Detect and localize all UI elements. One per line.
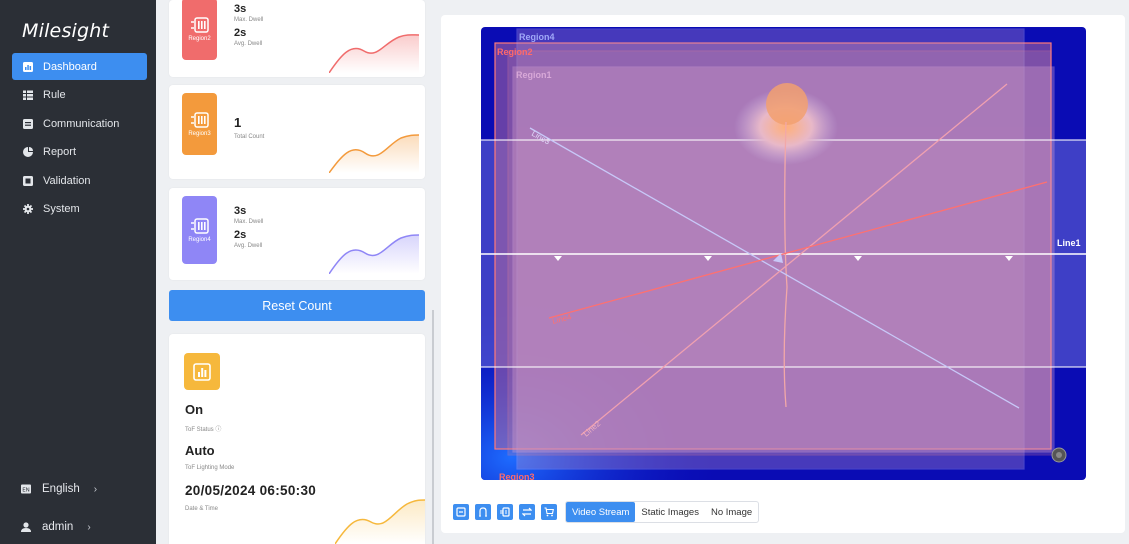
- app-logo: Milesight: [22, 20, 110, 42]
- max-dwell-label: Max. Dwell: [234, 219, 264, 225]
- people-counter-icon: [190, 16, 209, 33]
- chevron-right-icon: ›: [93, 483, 98, 495]
- sidebar-item-system[interactable]: System: [12, 196, 147, 223]
- region2-card: Region2 3s Max. Dwell 2s Avg. Dwell: [169, 0, 425, 77]
- status-icon: [184, 353, 220, 390]
- view-toolbar: Video Stream Static Images No Image: [453, 500, 760, 524]
- scrollbar[interactable]: [432, 310, 434, 544]
- stats-column: Region2 3s Max. Dwell 2s Avg. Dwell Regi…: [157, 0, 432, 544]
- region2-label: Region2: [497, 47, 533, 57]
- lighting-mode-label: ToF Lighting Mode: [185, 465, 235, 471]
- avg-dwell-value: 2s: [234, 229, 247, 241]
- swap-tool-button[interactable]: [519, 504, 535, 520]
- chevron-right-icon: ›: [87, 521, 91, 533]
- language-label: English: [42, 483, 80, 495]
- region2-trend-chart: [329, 34, 419, 73]
- status-trend-chart: [335, 499, 425, 544]
- datetime-label: Date & Time: [185, 506, 219, 512]
- clear-tool-button[interactable]: [497, 504, 513, 520]
- max-dwell-label: Max. Dwell: [234, 17, 264, 23]
- validation-icon: [23, 175, 33, 186]
- user-menu[interactable]: admin ›: [21, 521, 91, 533]
- region3-card: Region3 1 Total Count: [169, 85, 425, 179]
- region3-stats: 1 Total Count: [234, 115, 264, 140]
- device-status-card: On ToF Status ⓘ Auto ToF Lighting Mode 2…: [169, 334, 425, 544]
- region2-badge: Region2: [182, 0, 217, 60]
- rule-icon: [23, 90, 33, 100]
- dashboard-icon: [23, 61, 33, 72]
- sidebar: Milesight Dashboard Rule Communication R…: [0, 0, 156, 544]
- line-icon: [479, 507, 487, 517]
- region1-label: Region1: [516, 70, 552, 80]
- sidebar-item-label: Dashboard: [43, 60, 97, 73]
- total-count-value: 1: [234, 115, 242, 130]
- swap-icon: [522, 507, 532, 517]
- video-stream-tab[interactable]: Video Stream: [566, 502, 636, 522]
- cart-icon: [544, 507, 554, 517]
- region4-badge: Region4: [182, 196, 217, 264]
- region3-label: Region3: [499, 472, 535, 480]
- region-badge-label: Region3: [188, 130, 211, 137]
- report-icon: [23, 147, 33, 157]
- sidebar-item-label: Validation: [43, 174, 91, 187]
- display-mode-switch: Video Stream Static Images No Image: [565, 501, 760, 523]
- sidebar-item-report[interactable]: Report: [12, 139, 147, 166]
- region4-stats: 3s Max. Dwell 2s Avg. Dwell: [234, 205, 263, 249]
- sidebar-item-label: System: [43, 203, 80, 215]
- people-counter-icon: [190, 111, 209, 128]
- user-icon: [21, 522, 31, 532]
- live-view-panel: Region4 Region2 Region1 Region3 Line1 Li…: [441, 15, 1125, 533]
- sidebar-item-dashboard[interactable]: Dashboard: [12, 53, 147, 80]
- region2-stats: 3s Max. Dwell 2s Avg. Dwell: [234, 3, 264, 47]
- sidebar-item-communication[interactable]: Communication: [12, 110, 147, 137]
- svg-text:EN: EN: [22, 488, 30, 494]
- reset-count-button[interactable]: Reset Count: [169, 290, 425, 321]
- avg-dwell-label: Avg. Dwell: [234, 243, 263, 249]
- gear-icon: [23, 204, 33, 214]
- sidebar-item-label: Rule: [43, 89, 66, 101]
- region4-label: Region4: [519, 32, 555, 42]
- lighting-mode-value: Auto: [185, 443, 215, 458]
- nav-menu: Dashboard Rule Communication Report Vali…: [12, 53, 147, 224]
- no-image-tab[interactable]: No Image: [710, 506, 753, 518]
- communication-icon: [23, 118, 33, 129]
- line1-label: Line1: [1057, 238, 1081, 248]
- region-badge-label: Region4: [188, 236, 211, 243]
- total-count-label: Total Count: [234, 134, 265, 140]
- clear-icon: [500, 507, 510, 517]
- static-images-tab[interactable]: Static Images: [641, 506, 699, 518]
- region4-trend-chart: [329, 234, 419, 274]
- region4-card: Region4 3s Max. Dwell 2s Avg. Dwell: [169, 188, 425, 280]
- region-badge-label: Region2: [188, 35, 211, 42]
- sidebar-item-validation[interactable]: Validation: [12, 167, 147, 194]
- avg-dwell-value: 2s: [234, 27, 247, 39]
- cart-tool-button[interactable]: [541, 504, 557, 520]
- region-tool-button[interactable]: [453, 504, 469, 520]
- region3-badge: Region3: [182, 93, 217, 155]
- tof-video-canvas[interactable]: Region4 Region2 Region1 Region3 Line1 Li…: [481, 27, 1086, 480]
- sidebar-item-label: Communication: [43, 117, 120, 130]
- line-tool-button[interactable]: [475, 504, 491, 520]
- language-icon: EN: [21, 484, 31, 494]
- people-counter-icon: [190, 217, 209, 234]
- max-dwell-value: 3s: [234, 3, 247, 15]
- region3-trend-chart: [329, 134, 419, 173]
- user-label: admin: [42, 521, 74, 533]
- max-dwell-value: 3s: [234, 205, 247, 217]
- chart-icon: [193, 362, 211, 381]
- avg-dwell-label: Avg. Dwell: [234, 41, 263, 47]
- sidebar-item-label: Report: [43, 146, 77, 158]
- region-icon: [456, 507, 466, 517]
- tof-status-value: On: [185, 402, 204, 417]
- tof-status-label: ToF Status ⓘ: [185, 427, 222, 433]
- sidebar-item-rule[interactable]: Rule: [12, 82, 147, 109]
- language-selector[interactable]: EN English ›: [21, 483, 97, 495]
- datetime-value: 20/05/2024 06:50:30: [185, 483, 317, 498]
